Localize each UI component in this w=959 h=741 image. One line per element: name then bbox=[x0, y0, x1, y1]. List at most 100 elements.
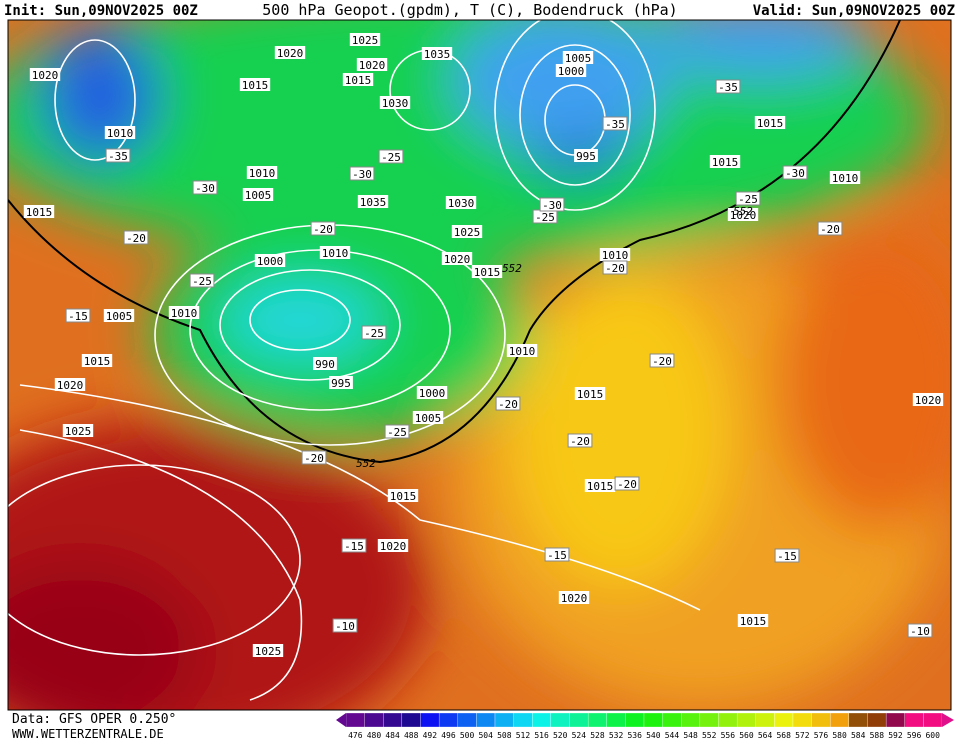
valid-time: Valid: Sun,09NOV2025 00Z bbox=[753, 3, 955, 19]
colorbar-cell bbox=[830, 712, 850, 728]
map-frame bbox=[7, 19, 952, 711]
pressure-label: 1005 bbox=[245, 189, 272, 202]
pressure-label: 1000 bbox=[419, 387, 446, 400]
temperature-label: -25 bbox=[381, 151, 401, 164]
colorbar-arrow-right bbox=[942, 713, 954, 727]
temperature-label-box bbox=[495, 396, 521, 411]
pressure-label-box bbox=[737, 614, 769, 627]
temperature-label: -30 bbox=[542, 199, 562, 212]
colorbar-label: 560 bbox=[739, 731, 754, 740]
pressure-label: 1015 bbox=[587, 480, 614, 493]
temperature-label: -15 bbox=[547, 549, 567, 562]
colorbar-cell bbox=[792, 712, 812, 728]
pressure-label-box bbox=[342, 73, 374, 86]
temperature-label-box bbox=[614, 476, 640, 491]
pressure-label-box bbox=[252, 644, 284, 657]
pressure-label-box bbox=[562, 51, 594, 64]
temperature-label-box bbox=[349, 166, 375, 181]
pressure-label-box bbox=[377, 539, 409, 552]
temperature-label-box bbox=[602, 260, 628, 275]
pressure-label: 1020 bbox=[915, 394, 942, 407]
pressure-label-box bbox=[599, 248, 631, 261]
colorbar-cell bbox=[345, 712, 365, 728]
colorbar-cell bbox=[513, 712, 533, 728]
temperature-label: -30 bbox=[785, 167, 805, 180]
pressure-label: 1020 bbox=[730, 209, 757, 222]
pressure-label-box bbox=[421, 47, 453, 60]
colorbar-label: 528 bbox=[590, 731, 605, 740]
colorbar-cell bbox=[476, 712, 496, 728]
pressure-label: 1020 bbox=[57, 379, 84, 392]
pressure-label: 1015 bbox=[740, 615, 767, 628]
pressure-label-box bbox=[242, 188, 274, 201]
pressure-label-box bbox=[329, 376, 353, 389]
pressure-label-box bbox=[29, 68, 61, 81]
pressure-label-box bbox=[727, 208, 759, 221]
pressure-label: 1025 bbox=[65, 425, 92, 438]
geopotential-label: 552 bbox=[733, 205, 753, 218]
colorbar-label: 496 bbox=[441, 731, 456, 740]
temperature-label-box bbox=[332, 618, 358, 633]
pressure-label-box bbox=[103, 309, 135, 322]
pressure-label: 1020 bbox=[561, 592, 588, 605]
temperature-label: -20 bbox=[652, 355, 672, 368]
pressure-label-box bbox=[168, 306, 200, 319]
pressure-label-box bbox=[451, 225, 483, 238]
pressure-label-box bbox=[81, 354, 113, 367]
temperature-label-box bbox=[774, 548, 800, 563]
colorbar-cell bbox=[867, 712, 887, 728]
colorbar-cell bbox=[364, 712, 384, 728]
pressure-label-box bbox=[709, 155, 741, 168]
pressure-label: 1015 bbox=[757, 117, 784, 130]
pressure-label-box bbox=[558, 591, 590, 604]
colorbar-label: 516 bbox=[534, 731, 549, 740]
pressure-label-box bbox=[506, 344, 538, 357]
pressure-label: 1020 bbox=[359, 59, 386, 72]
colorbar-label: 504 bbox=[478, 731, 493, 740]
temperature-label-box bbox=[602, 116, 628, 131]
temperature-label-box bbox=[65, 308, 91, 323]
temperature-label-box bbox=[384, 424, 410, 439]
pressure-label: 1015 bbox=[474, 266, 501, 279]
pressure-label-box bbox=[319, 246, 351, 259]
colorbar-cell bbox=[587, 712, 607, 728]
temperature-label-box bbox=[567, 433, 593, 448]
pressure-label: 1020 bbox=[277, 47, 304, 60]
pressure-label: 1030 bbox=[448, 197, 475, 210]
pressure-label: 1025 bbox=[454, 226, 481, 239]
temperature-label: -20 bbox=[605, 262, 625, 275]
pressure-label: 1015 bbox=[577, 388, 604, 401]
pressure-label: 995 bbox=[576, 150, 596, 163]
pressure-label: 1010 bbox=[832, 172, 859, 185]
temperature-label-box bbox=[715, 79, 741, 94]
colorbar-cell bbox=[811, 712, 831, 728]
temperature-label: -20 bbox=[498, 398, 518, 411]
colorbar-label: 488 bbox=[404, 731, 419, 740]
pressure-label-box bbox=[754, 116, 786, 129]
colorbar-cell bbox=[662, 712, 682, 728]
temperature-label: -25 bbox=[535, 211, 555, 224]
pressure-label-box bbox=[274, 46, 306, 59]
colorbar-label: 512 bbox=[516, 731, 531, 740]
geopotential-label: 552 bbox=[502, 262, 522, 275]
pressure-label: 1015 bbox=[712, 156, 739, 169]
colorbar-label: 544 bbox=[665, 731, 680, 740]
pressure-label: 1010 bbox=[107, 127, 134, 140]
temperature-label: -20 bbox=[820, 223, 840, 236]
colorbar-cell bbox=[569, 712, 589, 728]
colorbar-label: 500 bbox=[460, 731, 475, 740]
temperature-label: -25 bbox=[364, 327, 384, 340]
colorbar-cell bbox=[699, 712, 719, 728]
colorbar-cell bbox=[736, 712, 756, 728]
temperature-label-box bbox=[105, 148, 131, 163]
colorbar-cell bbox=[904, 712, 924, 728]
temperature-label: -15 bbox=[68, 310, 88, 323]
pressure-label: 1020 bbox=[32, 69, 59, 82]
pressure-label: 1035 bbox=[360, 196, 387, 209]
pressure-label: 1015 bbox=[390, 490, 417, 503]
colorbar-label: 484 bbox=[385, 731, 400, 740]
pressure-label: 990 bbox=[315, 358, 335, 371]
temperature-label: -15 bbox=[777, 550, 797, 563]
temperature-label: -20 bbox=[313, 223, 333, 236]
pressure-label-box bbox=[416, 386, 448, 399]
